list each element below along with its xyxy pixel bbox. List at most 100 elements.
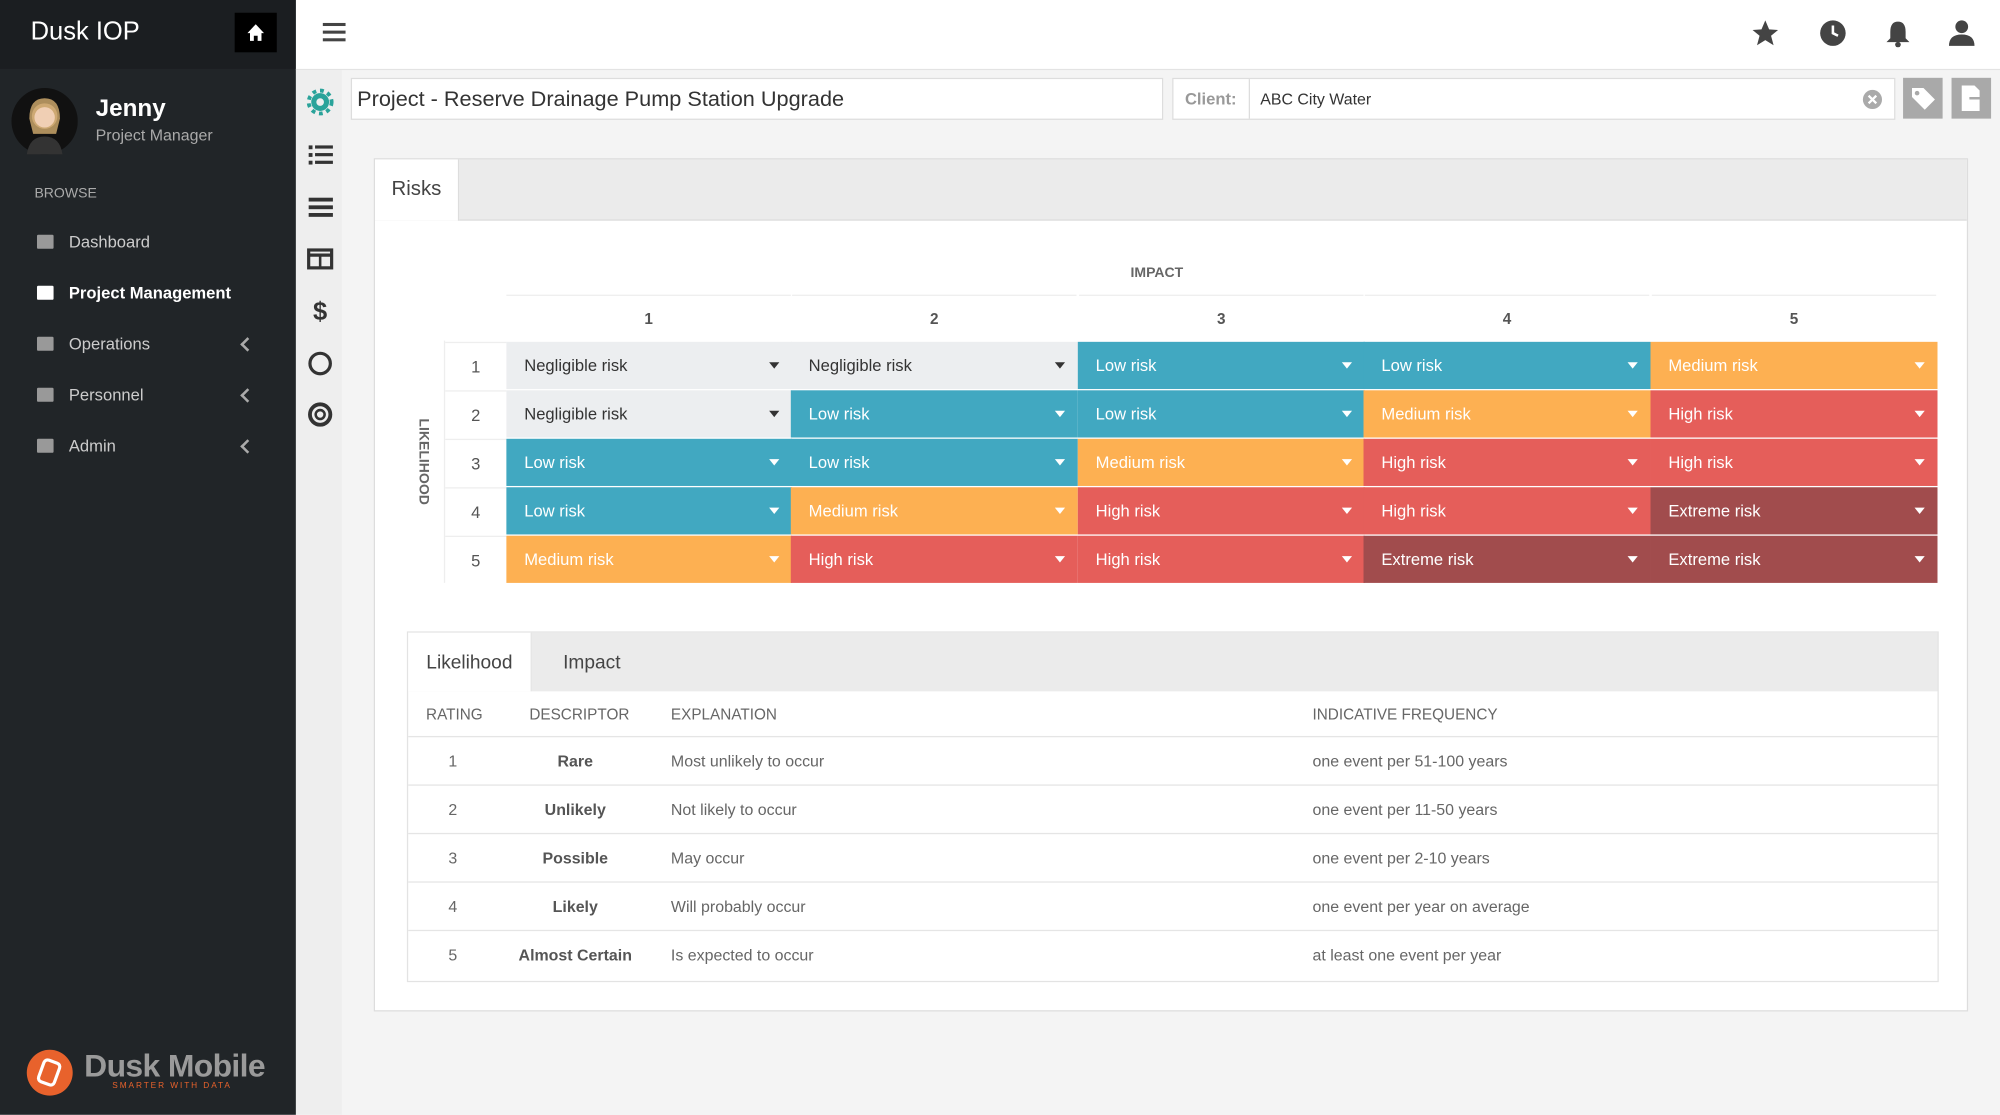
history-icon[interactable] [1819, 19, 1847, 47]
risk-label: Extreme risk [1381, 549, 1474, 569]
risk-label: High risk [1668, 452, 1733, 472]
sidebar: Dusk IOP Jenny Project Manager BROWSE Du… [0, 0, 296, 1115]
row-header: 2 [445, 390, 507, 440]
dropdown-caret [1054, 410, 1066, 418]
nav-icon [36, 387, 54, 402]
dropdown-caret [1627, 556, 1638, 563]
nav-item[interactable]: Dashboard [0, 219, 296, 265]
nav-icon [36, 336, 54, 351]
logo-tagline: SMARTER WITH DATA [112, 1081, 232, 1091]
dropdown-caret [1341, 556, 1353, 563]
project-title: Project - Reserve Drainage Pump Station … [357, 86, 845, 111]
risk-cell[interactable]: Extreme risk [1650, 535, 1938, 583]
risk-cell[interactable]: Low risk [1077, 341, 1365, 390]
dropdown-caret [1341, 362, 1353, 369]
risk-cell[interactable]: High risk [1363, 438, 1651, 486]
status-icon[interactable] [308, 351, 332, 376]
nav-item[interactable]: Personnel [0, 372, 296, 418]
risk-cell[interactable]: High risk [1077, 487, 1365, 535]
risk-cell[interactable]: Low risk [1077, 390, 1365, 438]
risk-label: Low risk [1095, 404, 1157, 424]
risk-label: Medium risk [524, 549, 614, 569]
nav-item[interactable]: Project Management [0, 270, 296, 316]
explanation: Most unlikely to occur [670, 752, 825, 771]
column-header: 3 [1079, 294, 1364, 342]
risk-cell[interactable]: Low risk [506, 438, 793, 486]
tab[interactable]: Risks [374, 159, 460, 221]
dropdown-caret [1627, 362, 1638, 369]
dropdown-caret [769, 507, 780, 515]
risk-cell[interactable]: Medium risk [1363, 390, 1651, 438]
risk-cell[interactable]: Extreme risk [1363, 535, 1651, 583]
home-button[interactable] [234, 12, 277, 53]
risk-label: Low risk [1381, 355, 1443, 375]
scale-tab[interactable]: Likelihood [408, 632, 532, 692]
risk-cell[interactable]: High risk [1363, 487, 1651, 535]
scale-tab[interactable]: Impact [563, 651, 621, 674]
risk-label: Negligible risk [808, 355, 912, 375]
risk-cell[interactable]: Medium risk [1650, 341, 1938, 390]
dropdown-caret [1627, 410, 1638, 418]
checklist-icon[interactable] [308, 145, 333, 165]
risk-cell[interactable]: Medium risk [1077, 438, 1365, 486]
nav-icon [36, 438, 54, 453]
risk-cell[interactable]: Low risk [790, 390, 1078, 438]
logo-text: Dusk Mobile [84, 1048, 265, 1085]
risk-cell[interactable]: High risk [790, 535, 1078, 583]
risk-label: High risk [1095, 501, 1161, 521]
risk-label: Medium risk [1095, 452, 1186, 472]
nav-item[interactable]: Admin [0, 423, 296, 469]
dropdown-caret [1054, 362, 1066, 369]
client-field[interactable]: Client: ABC City Water [1172, 77, 1896, 120]
column-header: 5 [1651, 294, 1937, 342]
budget-icon[interactable]: $ [313, 298, 327, 326]
user-role: Project Manager [95, 126, 213, 145]
dropdown-caret [1914, 410, 1925, 418]
risk-cell[interactable]: Extreme risk [1650, 487, 1938, 535]
export-icon [1961, 85, 1988, 111]
brand: Dusk IOP [30, 17, 140, 46]
risk-cell[interactable]: Medium risk [790, 487, 1078, 535]
explanation: May occur [670, 849, 745, 868]
risk-cell[interactable]: High risk [1077, 535, 1365, 583]
home-icon [247, 24, 265, 41]
descriptor: Almost Certain [518, 946, 632, 965]
descriptor: Unlikely [544, 801, 606, 819]
nav-label: Dashboard [68, 232, 151, 252]
project-title-field[interactable]: Project - Reserve Drainage Pump Station … [350, 77, 1164, 120]
nav-chevron [240, 337, 255, 352]
menu-button[interactable] [322, 20, 346, 43]
favorites-icon[interactable] [1751, 19, 1779, 47]
risk-label: High risk [1381, 501, 1446, 521]
risk-cell[interactable]: Low risk [790, 438, 1078, 486]
likelihood-column: LIKELIHOOD [406, 340, 446, 583]
client-value: ABC City Water [1260, 90, 1372, 109]
support-icon[interactable] [308, 402, 333, 427]
risk-cell[interactable]: High risk [1650, 390, 1938, 438]
scale-tab-strip [408, 632, 1938, 692]
profile-icon[interactable] [1948, 19, 1975, 47]
risk-cell[interactable]: Negligible risk [790, 341, 1078, 390]
clear-button[interactable] [1862, 89, 1883, 110]
risk-cell[interactable]: Negligible risk [506, 341, 793, 390]
nav-label: Project Management [68, 283, 232, 303]
risk-cell[interactable]: Medium risk [506, 535, 793, 583]
risk-label: Low risk [808, 404, 870, 424]
risk-cell[interactable]: High risk [1650, 438, 1938, 486]
user-name: Jenny [95, 95, 166, 123]
settings-icon[interactable] [306, 88, 334, 116]
risk-cell[interactable]: Negligible risk [506, 390, 793, 438]
notifications-icon[interactable] [1885, 19, 1911, 48]
rating: 4 [448, 897, 458, 916]
nav-item[interactable]: Operations [0, 321, 296, 367]
table-icon[interactable] [307, 248, 334, 270]
frequency: one event per 11-50 years [1312, 801, 1498, 819]
export-button[interactable] [1951, 77, 1992, 119]
risk-label: Low risk [1095, 355, 1157, 375]
tag-button[interactable] [1903, 77, 1943, 119]
risk-cell[interactable]: Low risk [1363, 341, 1651, 390]
table-row: 1 Rare Most unlikely to occur one event per… [408, 735, 1938, 786]
list-icon[interactable] [308, 197, 333, 217]
descriptor: Likely [552, 897, 598, 916]
risk-cell[interactable]: Low risk [506, 487, 793, 535]
